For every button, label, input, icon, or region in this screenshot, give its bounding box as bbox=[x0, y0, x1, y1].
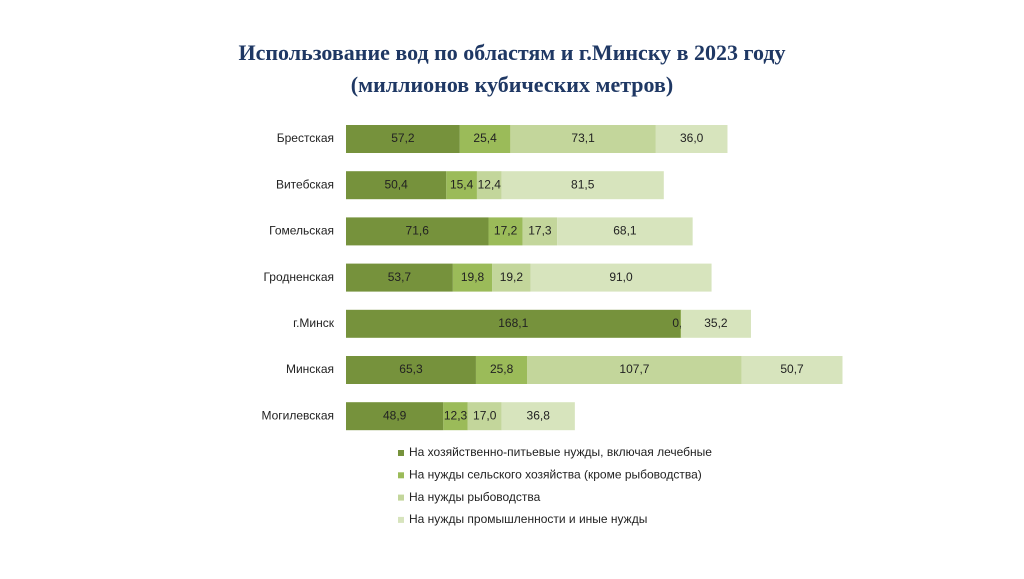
value-label: 50,7 bbox=[780, 362, 804, 376]
legend-swatch bbox=[398, 494, 404, 501]
legend-label: На нужды сельского хозяйства (кроме рыбо… bbox=[409, 467, 702, 481]
bar-segment bbox=[452, 263, 493, 292]
chart-subtitle: (миллионов кубических метров) bbox=[351, 72, 673, 97]
value-label: 57,2 bbox=[391, 131, 415, 145]
value-label: 12,4 bbox=[478, 177, 502, 191]
value-label: 48,9 bbox=[383, 408, 407, 422]
value-label: 12,3 bbox=[444, 408, 468, 422]
category-label: Брестская bbox=[277, 131, 334, 145]
bar-segment bbox=[522, 217, 558, 246]
category-label: Гродненская bbox=[263, 270, 334, 284]
bar-segment bbox=[459, 125, 511, 153]
legend-label: На нужды рыбоводства bbox=[409, 490, 541, 504]
category-label: Гомельская bbox=[269, 224, 334, 238]
value-label: 68,1 bbox=[613, 224, 637, 238]
value-label: 15,4 bbox=[450, 177, 474, 191]
category-label: Могилевская bbox=[262, 408, 335, 422]
legend-label: На хозяйственно-питьевые нужды, включая … bbox=[409, 445, 712, 459]
value-label: 36,0 bbox=[680, 131, 704, 145]
value-label: 25,8 bbox=[490, 362, 514, 376]
bar-segment bbox=[741, 356, 843, 384]
legend-label: На нужды промышленности и иные нужды bbox=[409, 512, 647, 526]
bar-segment bbox=[346, 356, 476, 384]
value-label: 53,7 bbox=[388, 270, 412, 284]
category-label: г.Минск bbox=[293, 316, 335, 330]
value-label: 50,4 bbox=[384, 177, 408, 191]
category-label: Витебская bbox=[276, 177, 334, 191]
value-label: 19,8 bbox=[461, 270, 485, 284]
bar-segment bbox=[346, 263, 453, 292]
bar-segment bbox=[557, 217, 693, 246]
value-label: 71,6 bbox=[406, 224, 430, 238]
bar-segment bbox=[501, 402, 575, 431]
bar-segment bbox=[501, 171, 664, 200]
value-label: 107,7 bbox=[619, 362, 649, 376]
bar-segment bbox=[492, 263, 531, 292]
value-label: 65,3 bbox=[399, 362, 423, 376]
value-label: 17,2 bbox=[494, 224, 518, 238]
value-label: 25,4 bbox=[473, 131, 497, 145]
bar-segment bbox=[443, 402, 468, 431]
bar-segment bbox=[530, 263, 712, 292]
value-label: 19,2 bbox=[500, 270, 524, 284]
value-label: 168,1 bbox=[498, 316, 528, 330]
bar-segment bbox=[475, 356, 528, 384]
chart-title: Использование вод по областям и г.Минску… bbox=[238, 40, 785, 65]
bar-segment bbox=[680, 309, 751, 338]
value-label: 17,3 bbox=[528, 224, 552, 238]
bar-segment bbox=[346, 309, 681, 338]
value-label: 91,0 bbox=[609, 270, 633, 284]
category-label: Минская bbox=[286, 362, 334, 376]
bar-segment bbox=[346, 125, 460, 153]
value-label: 36,8 bbox=[527, 408, 551, 422]
value-label: 81,5 bbox=[571, 177, 595, 191]
bar-segment bbox=[467, 402, 502, 431]
value-label: 73,1 bbox=[571, 131, 595, 145]
bar-segment bbox=[488, 217, 523, 246]
bar-segment bbox=[346, 217, 489, 246]
bar-segment bbox=[527, 356, 742, 384]
value-label: 17,0 bbox=[473, 408, 497, 422]
bar-segment bbox=[510, 125, 656, 153]
value-label: 35,2 bbox=[704, 316, 728, 330]
legend-swatch bbox=[398, 516, 404, 523]
legend-swatch bbox=[398, 472, 404, 479]
legend-swatch bbox=[398, 450, 404, 456]
bar-segment bbox=[476, 171, 502, 200]
bar-segment bbox=[655, 125, 728, 153]
bar-segment bbox=[346, 171, 447, 200]
bar-segment bbox=[346, 402, 444, 431]
bar-segment bbox=[446, 171, 477, 200]
